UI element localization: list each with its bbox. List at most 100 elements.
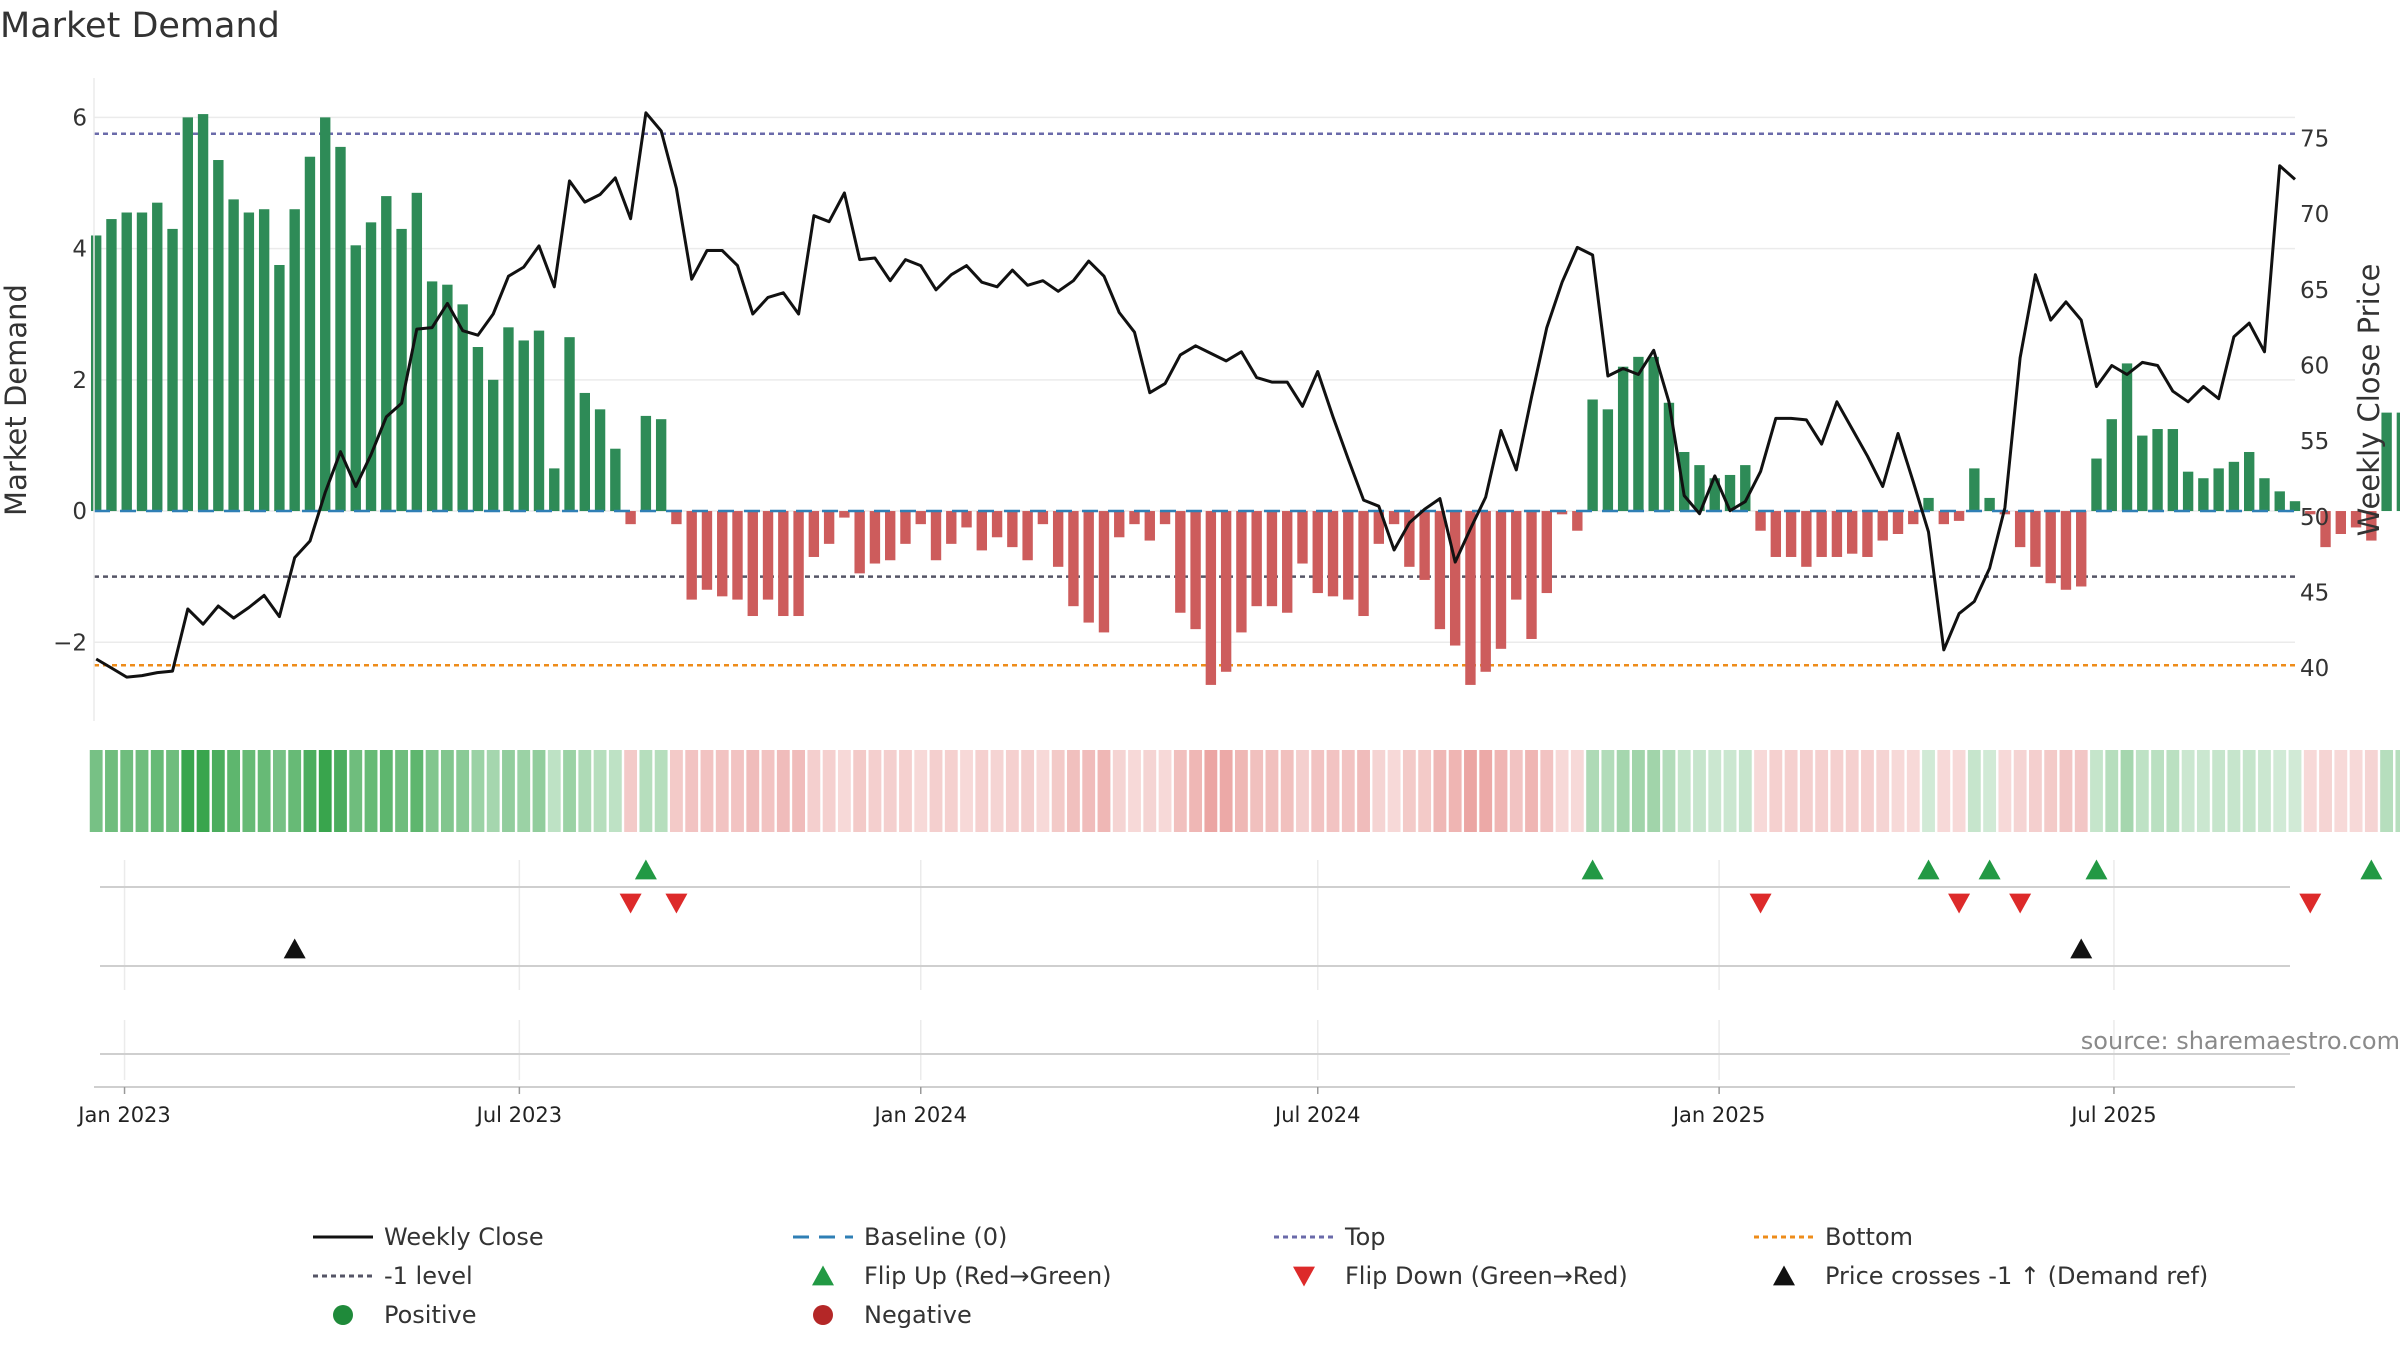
demand-bar-negative bbox=[2350, 511, 2362, 528]
heat-cell-negative bbox=[1784, 750, 1798, 832]
demand-bar-negative bbox=[1785, 511, 1797, 557]
signal-markers bbox=[283, 859, 2383, 959]
y-axis-label: Market Demand bbox=[0, 284, 33, 516]
flip-up-marker bbox=[2085, 859, 2108, 880]
demand-bar-negative bbox=[1098, 511, 1110, 633]
heat-cell-negative bbox=[1799, 750, 1813, 832]
heat-cell-positive bbox=[273, 750, 286, 832]
heat-cell-positive bbox=[517, 750, 531, 832]
heat-cell-positive bbox=[578, 750, 592, 832]
legend-swatch-circle bbox=[333, 1305, 353, 1325]
legend-item: Bottom bbox=[1754, 1223, 1913, 1251]
axes: 6 4 2 0 −2 Market Demand 75 70 65 60 55 50 45 40 Weekl… bbox=[0, 78, 2400, 1127]
heat-cell-positive bbox=[639, 750, 653, 832]
heat-cell-negative bbox=[944, 750, 958, 832]
heat-cell-negative bbox=[807, 750, 821, 832]
heat-cell-negative bbox=[1128, 750, 1141, 832]
legend-label: Baseline (0) bbox=[864, 1223, 1007, 1251]
flip-down-marker bbox=[1948, 893, 1971, 914]
heat-cell-positive bbox=[395, 750, 408, 832]
heat-cell-positive bbox=[211, 750, 225, 832]
heat-cell-negative bbox=[960, 750, 973, 832]
demand-bar-negative bbox=[915, 511, 926, 525]
demand-bar-negative bbox=[1526, 511, 1537, 639]
heat-cell-negative bbox=[685, 750, 699, 832]
demand-bar-positive bbox=[1633, 356, 1644, 512]
demand-bar-negative bbox=[1068, 511, 1079, 607]
heat-cell-positive bbox=[1662, 750, 1676, 832]
heat-cell-positive bbox=[2227, 750, 2241, 832]
y2-tick-label: 65 bbox=[2300, 278, 2329, 304]
y-tick-label: −2 bbox=[53, 630, 87, 656]
demand-bar-negative bbox=[1220, 511, 1232, 672]
heat-cell-positive bbox=[410, 750, 424, 832]
heat-cell-positive bbox=[2380, 750, 2394, 832]
heat-cell-positive bbox=[2135, 750, 2149, 832]
flip-down-marker bbox=[619, 893, 642, 914]
demand-bar-positive bbox=[564, 337, 575, 512]
legend-swatch-circle bbox=[813, 1305, 833, 1325]
demand-bar-negative bbox=[732, 511, 743, 600]
heat-cell-positive bbox=[288, 750, 302, 832]
heat-cell-negative bbox=[2074, 750, 2088, 832]
heat-cell-positive bbox=[2242, 750, 2256, 832]
heat-cell-negative bbox=[2044, 750, 2058, 832]
heat-cell-positive bbox=[2288, 750, 2302, 832]
legend-label: Price crosses -1 ↑ (Demand ref) bbox=[1825, 1262, 2208, 1290]
y2-axis-label: Weekly Close Price bbox=[2352, 264, 2386, 537]
demand-bar-positive bbox=[152, 202, 163, 512]
demand-bar-negative bbox=[2335, 511, 2346, 534]
heat-cell-positive bbox=[471, 750, 485, 832]
demand-bar-negative bbox=[1556, 511, 1568, 515]
page-title: Market Demand bbox=[0, 6, 280, 46]
heat-cell-negative bbox=[761, 750, 775, 832]
demand-bar-positive bbox=[2213, 468, 2224, 512]
heat-cell-negative bbox=[1112, 750, 1126, 832]
legend-item: Flip Down (Green→Red) bbox=[1293, 1262, 1628, 1290]
heat-cell-negative bbox=[1036, 750, 1050, 832]
heat-cell-negative bbox=[1234, 750, 1248, 832]
heat-cell-positive bbox=[502, 750, 515, 832]
demand-bar-negative bbox=[1175, 511, 1186, 613]
heat-cell-negative bbox=[1265, 750, 1279, 832]
heat-cell-negative bbox=[1158, 750, 1172, 832]
demand-bar-positive bbox=[2381, 412, 2392, 512]
heat-cell-negative bbox=[1509, 750, 1523, 832]
heat-cell-negative bbox=[2319, 750, 2332, 832]
heat-cell-negative bbox=[1189, 750, 1203, 832]
heat-cell-negative bbox=[1830, 750, 1844, 832]
demand-bars bbox=[90, 114, 2400, 685]
y-tick-label: 0 bbox=[72, 499, 87, 525]
x-tick-label: Jan 2023 bbox=[76, 1103, 171, 1127]
demand-bar-negative bbox=[1449, 511, 1461, 646]
heat-cell-positive bbox=[2105, 750, 2119, 832]
heat-cell-negative bbox=[715, 750, 729, 832]
demand-bar-negative bbox=[1007, 511, 1018, 548]
demand-bar-negative bbox=[2045, 511, 2056, 584]
heat-cell-positive bbox=[1616, 750, 1630, 832]
demand-bar-positive bbox=[2274, 491, 2285, 512]
heat-cell-positive bbox=[135, 750, 149, 832]
heat-cell-negative bbox=[731, 750, 744, 832]
heat-cell-positive bbox=[181, 750, 195, 832]
legend-swatch-triangle-down bbox=[1293, 1266, 1315, 1287]
heat-cell-negative bbox=[2029, 750, 2042, 832]
demand-bar-positive bbox=[518, 340, 529, 512]
legend-swatch-triangle-up bbox=[812, 1265, 834, 1286]
demand-bar-positive bbox=[106, 219, 117, 512]
demand-bar-negative bbox=[1419, 511, 1430, 580]
demand-bar-negative bbox=[1373, 511, 1385, 544]
demand-bar-negative bbox=[2305, 511, 2316, 515]
heat-cell-negative bbox=[853, 750, 867, 832]
demand-bar-positive bbox=[335, 146, 346, 512]
y2-tick-label: 70 bbox=[2300, 202, 2329, 228]
demand-bar-negative bbox=[1495, 511, 1507, 649]
legend-item: -1 level bbox=[313, 1262, 473, 1290]
demand-bar-positive bbox=[258, 209, 270, 512]
demand-bar-negative bbox=[1801, 511, 1812, 567]
heat-cell-negative bbox=[2364, 750, 2378, 832]
legend-label: Weekly Close bbox=[384, 1223, 544, 1251]
demand-bar-positive bbox=[1709, 478, 1720, 512]
demand-bar-negative bbox=[1205, 511, 1217, 685]
